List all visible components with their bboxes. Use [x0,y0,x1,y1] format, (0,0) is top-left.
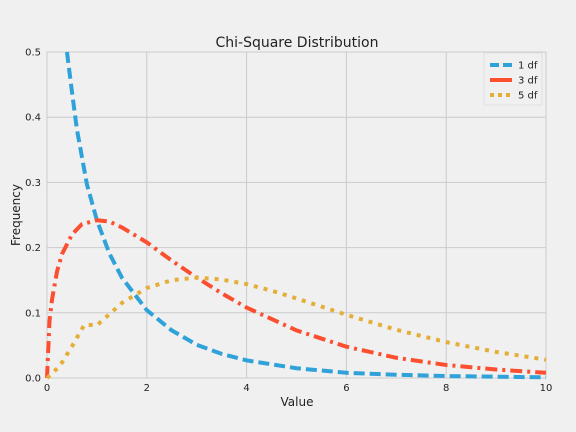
legend-label-1: 1 df [518,61,538,72]
x-tick-label: 10 [540,383,553,394]
x-axis-label: Value [281,395,314,409]
x-tick-label: 0 [44,383,50,394]
y-tick-label: 0.2 [25,243,41,254]
tick-labels: 0 2 4 6 8 10 0.0 0.1 0.2 0.3 0.4 0.5 [25,48,552,395]
y-tick-label: 0.1 [25,308,41,319]
legend-label-2: 3 df [518,76,538,87]
x-tick-label: 4 [243,383,249,394]
chart-title: Chi-Square Distribution [215,35,378,51]
series-line-1 [64,51,547,380]
x-tick-label: 6 [343,383,349,394]
y-tick-label: 0.5 [25,48,41,59]
x-tick-label: 2 [144,383,150,394]
y-tick-label: 0.4 [25,113,41,124]
y-axis-label: Frequency [9,184,23,246]
series-layer [45,51,547,380]
y-tick-label: 0.3 [25,178,41,189]
y-tick-label: 0.0 [25,374,41,385]
legend-label-3: 5 df [518,91,538,102]
series-line-2 [45,218,547,379]
legend: 1 df 3 df 5 df [483,52,543,106]
grid [46,51,547,379]
series-line-3 [45,275,547,380]
x-tick-label: 8 [443,383,449,394]
